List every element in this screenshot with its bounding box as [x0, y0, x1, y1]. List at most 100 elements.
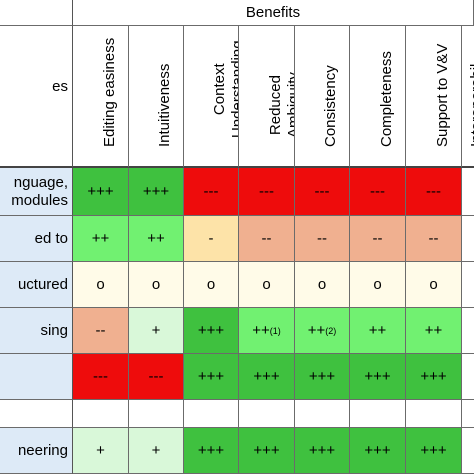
rating-value: --- [426, 183, 441, 200]
rating-value: +++ [197, 322, 225, 339]
rating-cell: ++ [350, 308, 406, 354]
column-header-line: Intuitiveness [156, 63, 173, 147]
corner-label: es [52, 78, 68, 95]
rating-cell: ++ (1) [239, 308, 295, 354]
row-label-7: neering [0, 428, 73, 474]
rating-cell: o [129, 262, 184, 308]
column-header-label: Consistency [322, 65, 340, 147]
rating-value: + [151, 442, 161, 459]
rating-value: ++ [91, 230, 110, 247]
rating-cell: ++ [406, 308, 462, 354]
rating-cell: +++ [295, 428, 350, 474]
column-header-line: Context [211, 63, 228, 116]
rating-cell [295, 400, 350, 428]
rating-value: ++ [368, 322, 387, 339]
column-header-line: Ambiguity [284, 72, 295, 138]
column-header-line: Interoperabil [468, 63, 474, 147]
rating-cell [73, 400, 129, 428]
row-label-1: nguage, modules [0, 168, 73, 216]
rating-value: o [373, 276, 382, 293]
rating-value: +++ [308, 368, 336, 385]
rating-cell: +++ [239, 428, 295, 474]
benefits-group-header: Benefits [73, 0, 474, 26]
rating-cell: +++ [295, 354, 350, 400]
rating-cell [462, 400, 474, 428]
rating-cell: + [129, 308, 184, 354]
rating-cell: o [406, 262, 462, 308]
rating-value: o [96, 276, 105, 293]
row-label-line: uctured [17, 276, 68, 293]
column-header-line: Consistency [322, 65, 339, 147]
rating-cell: --- [239, 168, 295, 216]
rating-cell: +++ [184, 308, 239, 354]
rating-value: + [96, 442, 105, 459]
rating-cell [462, 308, 474, 354]
rating-value: +++ [197, 442, 225, 459]
rating-value: +++ [364, 368, 391, 385]
column-header-line: Reduced [266, 75, 284, 136]
rating-cell: +++ [406, 428, 462, 474]
rating-cell: +++ [184, 428, 239, 474]
column-header-label: Interoperabil [468, 64, 474, 147]
rating-value: +++ [142, 183, 170, 200]
rating-cell: +++ [350, 428, 406, 474]
row-label-line: modules [11, 192, 68, 209]
column-header-6: Completeness [350, 26, 406, 168]
rating-value: o [151, 276, 161, 293]
column-header-8: Interoperabil [462, 26, 474, 168]
rating-value: +++ [364, 442, 391, 459]
rating-cell [184, 400, 239, 428]
column-header-5: Consistency [295, 26, 350, 168]
rating-value: --- [259, 183, 274, 200]
rating-cell: --- [73, 354, 129, 400]
rating-cell: +++ [239, 354, 295, 400]
column-header-line: Support to V&V [433, 43, 451, 147]
rating-value: -- [261, 230, 272, 247]
rating-value: -- [95, 322, 106, 339]
rating-cell: --- [184, 168, 239, 216]
rating-cell: +++ [73, 168, 129, 216]
column-header-line: Completeness [377, 51, 395, 147]
rating-cell: + [129, 428, 184, 474]
rating-cell [462, 354, 474, 400]
rating-cell: --- [350, 168, 406, 216]
column-header-4: Reduced Ambiguity [239, 26, 295, 168]
rating-cell [462, 262, 474, 308]
benefits-group-label: Benefits [245, 4, 301, 21]
row-label-5 [0, 354, 73, 400]
corner-label-cell: es [0, 26, 73, 168]
rating-value: +++ [253, 442, 280, 459]
column-header-1: Editing easiness [73, 26, 129, 168]
column-header-label: Reduced Ambiguity [266, 72, 295, 138]
rating-value: +++ [308, 442, 336, 459]
rating-value: +++ [253, 368, 280, 385]
column-header-7: Support to V&V [406, 26, 462, 168]
rating-cell: o [73, 262, 129, 308]
rating-value: -- [428, 230, 439, 247]
column-header-3: Context Understanding [184, 26, 239, 168]
rating-value: --- [93, 368, 108, 385]
rating-cell [462, 428, 474, 474]
rating-cell: ++ (2) [295, 308, 350, 354]
rating-value: --- [203, 183, 219, 200]
rating-cell: +++ [184, 354, 239, 400]
rating-cell [462, 216, 474, 262]
rating-cell: --- [129, 354, 184, 400]
rating-value: ++ [424, 322, 443, 339]
row-label-2: ed to [0, 216, 73, 262]
rating-value: --- [314, 183, 330, 200]
rating-cell: +++ [406, 354, 462, 400]
rating-value: +++ [420, 442, 447, 459]
rating-value: o [262, 276, 271, 293]
column-header-label: Completeness [378, 51, 396, 147]
rating-cell: --- [295, 168, 350, 216]
rating-cell [239, 400, 295, 428]
rating-cell: + [73, 428, 129, 474]
rating-cell [406, 400, 462, 428]
rating-cell: ++ [73, 216, 129, 262]
row-label-4: sing [0, 308, 73, 354]
row-label-line: neering [17, 442, 68, 459]
rating-value: + [151, 322, 161, 339]
column-header-2: Intuitiveness [129, 26, 184, 168]
